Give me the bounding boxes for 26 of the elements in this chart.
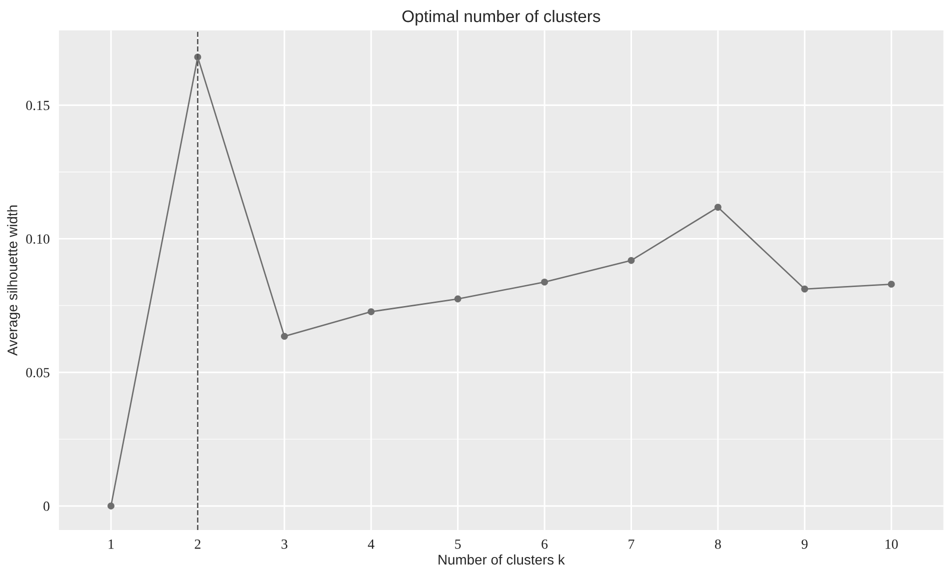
y-tick-label: 0.10 [26,234,50,244]
x-tick-label: 2 [194,539,200,549]
chart-title: Optimal number of clusters [402,10,600,26]
x-tick-label: 9 [802,539,808,549]
x-tick-label: 3 [282,539,288,549]
y-tick-label: 0.05 [26,368,50,378]
point [628,256,635,264]
x-axis-title: Number of clusters k [438,554,565,565]
y-axis-title: Average silhouette width [7,206,20,356]
x-tick-label: 10 [886,539,898,549]
point [280,332,288,340]
point [801,286,808,292]
point [541,278,548,286]
x-tick-label: 6 [542,539,548,549]
point [108,502,114,510]
y-tick-label: 0.15 [26,100,50,110]
point [454,295,462,302]
x-tick-label: 4 [368,540,374,549]
x-tick-label: 8 [715,539,721,549]
point [888,280,895,288]
x-tick-label: 7 [628,540,634,549]
point [714,204,722,211]
point [368,308,375,316]
x-tick-label: 5 [455,540,461,549]
y-tick-label: 0 [44,502,50,511]
x-tick-label: 1 [108,540,114,549]
